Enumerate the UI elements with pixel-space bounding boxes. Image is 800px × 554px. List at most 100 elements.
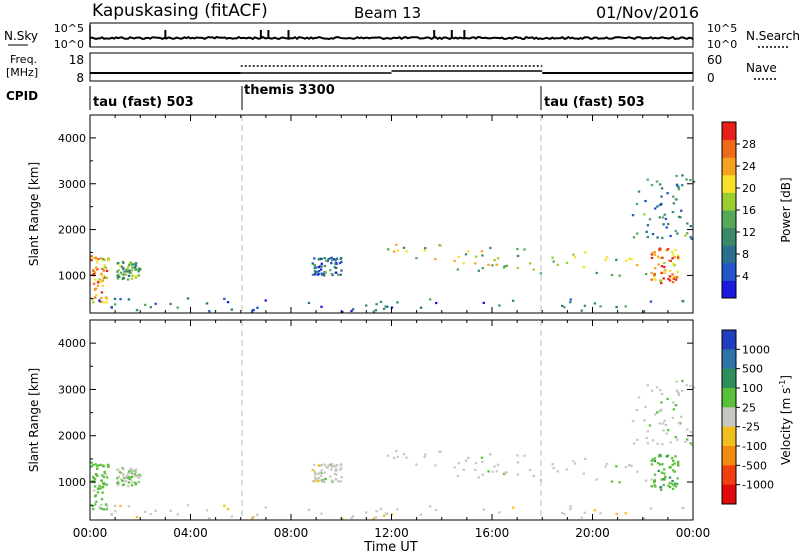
power-echo-cell [337, 273, 340, 276]
power-echo-cell [660, 202, 663, 205]
velocity-echo-cell [118, 482, 121, 485]
velocity-echo-cell [338, 468, 342, 471]
power-echo-cell [502, 266, 506, 269]
velocity-echo-cell [666, 397, 669, 401]
power-echo-cell [628, 257, 631, 260]
power-echo-cell [464, 253, 468, 256]
velocity-echo-cell [467, 456, 470, 460]
power-echo-cell [671, 276, 674, 279]
power-x-ticks [89, 115, 694, 313]
power-echo-cell [677, 186, 680, 189]
velocity-echo-cell [669, 441, 672, 444]
velocity-cbar-tick-label: 1000 [742, 343, 770, 356]
velocity-echo-cell [624, 512, 627, 515]
velocity-echo-cell [643, 419, 646, 422]
velocity-echo-cell [679, 422, 682, 425]
power-echo-cell [105, 301, 108, 304]
power-echo-cell [663, 265, 666, 269]
power-echo-cell [660, 265, 664, 268]
velocity-echo-cell [134, 471, 138, 474]
power-echo-cell [101, 284, 104, 287]
power-echo-cell [365, 304, 368, 307]
velocity-echo-cell [134, 475, 138, 478]
velocity-cbar-tick-label: 100 [742, 382, 763, 395]
velocity-echo-cell [320, 479, 324, 482]
velocity-echo-cell [334, 465, 337, 468]
velocity-echo-cell [637, 396, 641, 399]
power-echo-cell [396, 249, 400, 252]
velocity-cbar-tick-label: -25 [742, 421, 760, 434]
power-echo-cell [657, 255, 660, 258]
power-echo-cell [653, 267, 657, 270]
power-echo-cell [648, 218, 652, 221]
power-echo-cell [637, 190, 641, 193]
time-tick-label: 00:00 [73, 526, 108, 540]
velocity-echo-cell [316, 480, 320, 483]
velocity-echo-cell [106, 465, 110, 468]
velocity-echo-cell [642, 517, 646, 520]
power-echo-cell [663, 261, 666, 265]
velocity-panel-bg [90, 320, 693, 520]
power-echo-cell [126, 270, 129, 273]
velocity-echo-cell [314, 473, 318, 476]
velocity-scatter [90, 379, 696, 520]
power-echo-cell [664, 269, 667, 272]
velocity-echo-cell [653, 457, 657, 460]
power-echo-cell [330, 256, 334, 259]
power-echo-cell [551, 256, 554, 259]
velocity-echo-cell [386, 512, 389, 515]
power-echo-cell [143, 303, 147, 307]
power-echo-cell [137, 274, 140, 277]
velocity-echo-cell [365, 511, 368, 514]
power-echo-cell [121, 273, 124, 276]
power-echo-cell [95, 293, 98, 297]
power-colorbar-label: Power [dB] [779, 177, 793, 242]
power-echo-cell [102, 269, 106, 272]
velocity-echo-cell [106, 463, 110, 466]
velocity-echo-cell [264, 506, 267, 509]
power-echo-cell [104, 266, 108, 270]
velocity-echo-cell [396, 455, 400, 458]
velocity-echo-cell [672, 469, 675, 472]
velocity-echo-cell [676, 390, 679, 393]
power-echo-cell [644, 199, 647, 203]
velocity-echo-cell [615, 465, 618, 468]
power-echo-cell [324, 271, 327, 274]
power-echo-cell [384, 305, 387, 308]
velocity-echo-cell [673, 462, 676, 465]
power-ytick-label: 1000 [58, 269, 86, 282]
velocity-echo-cell [134, 483, 138, 486]
power-echo-cell [92, 301, 95, 304]
power-echo-cell [135, 309, 139, 312]
power-echo-cell [665, 248, 669, 252]
velocity-echo-cell [130, 475, 134, 479]
power-echo-cell [680, 209, 683, 212]
power-cbar-tick-label: 20 [742, 182, 756, 195]
power-echo-cell [321, 273, 325, 276]
velocity-echo-cell [137, 476, 141, 479]
velocity-echo-cell [624, 466, 628, 469]
date-title: 01/Nov/2016 [596, 3, 699, 22]
velocity-echo-cell [674, 485, 678, 488]
power-echo-cell [226, 301, 230, 304]
velocity-echo-cell [117, 475, 120, 478]
power-echo-cell [615, 258, 618, 261]
noise-right-tick-top: 10^5 [707, 22, 737, 35]
beam-title: Beam 13 [354, 4, 421, 22]
velocity-echo-cell [117, 480, 120, 483]
power-echo-cell [491, 264, 494, 267]
power-echo-cell [386, 305, 389, 308]
power-echo-cell [317, 270, 321, 273]
velocity-echo-cell [677, 421, 681, 425]
power-cbar-swatch [722, 122, 736, 141]
power-echo-cell [134, 275, 137, 278]
power-echo-cell [453, 259, 456, 262]
power-echo-cell [101, 267, 104, 271]
velocity-echo-cell [692, 386, 696, 389]
velocity-echo-cell [323, 480, 326, 484]
power-echo-cell [105, 269, 109, 273]
power-echo-cell [94, 296, 97, 299]
power-echo-cell [467, 250, 470, 253]
power-echo-cell [646, 224, 650, 227]
power-echo-cell [333, 266, 336, 269]
